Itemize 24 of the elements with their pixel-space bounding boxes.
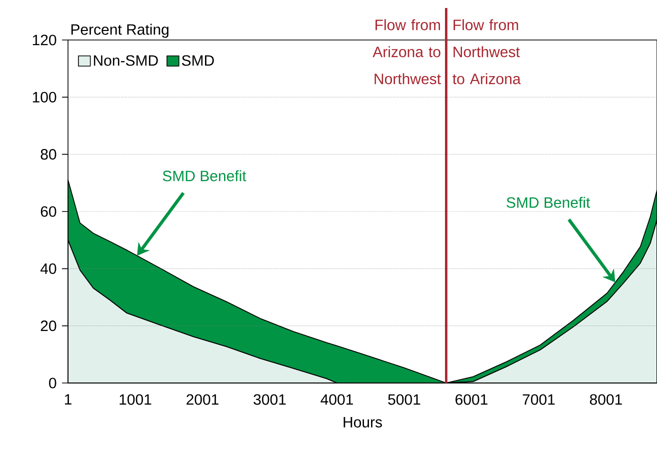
- y-tick-label: 40: [40, 263, 56, 274]
- x-tick-label: 6001: [456, 394, 488, 405]
- y-tick-label: 20: [40, 320, 56, 332]
- y-tick-label: 100: [32, 92, 56, 102]
- x-tick-label: 1: [64, 394, 72, 405]
- x-tick-label: 1001: [120, 394, 152, 405]
- x-tick-label: 3001: [254, 394, 286, 405]
- x-tick-label: 7001: [522, 394, 555, 405]
- annotation: Flow from Arizona to Northwest: [372, 19, 441, 84]
- annotation: Flow from Northwest to Arizona: [452, 19, 521, 84]
- annotation: SMD Benefit: [506, 196, 590, 208]
- x-axis-title: Hours: [344, 417, 382, 428]
- legend-label: Non-SMD: [94, 55, 158, 66]
- y-tick-label: 0: [49, 378, 56, 388]
- x-tick-label: 4001: [320, 394, 353, 405]
- x-tick-label: 8001: [590, 394, 622, 405]
- legend-label: SMD: [182, 55, 214, 66]
- y-axis-title: Percent Rating: [71, 24, 168, 38]
- y-tick-label: 120: [32, 34, 56, 46]
- y-tick-label: 80: [40, 149, 56, 160]
- x-tick-label: 2001: [186, 394, 218, 405]
- y-tick-label: 60: [40, 206, 56, 217]
- x-tick-label: 5001: [388, 394, 420, 405]
- annotation: SMD Benefit: [162, 170, 246, 182]
